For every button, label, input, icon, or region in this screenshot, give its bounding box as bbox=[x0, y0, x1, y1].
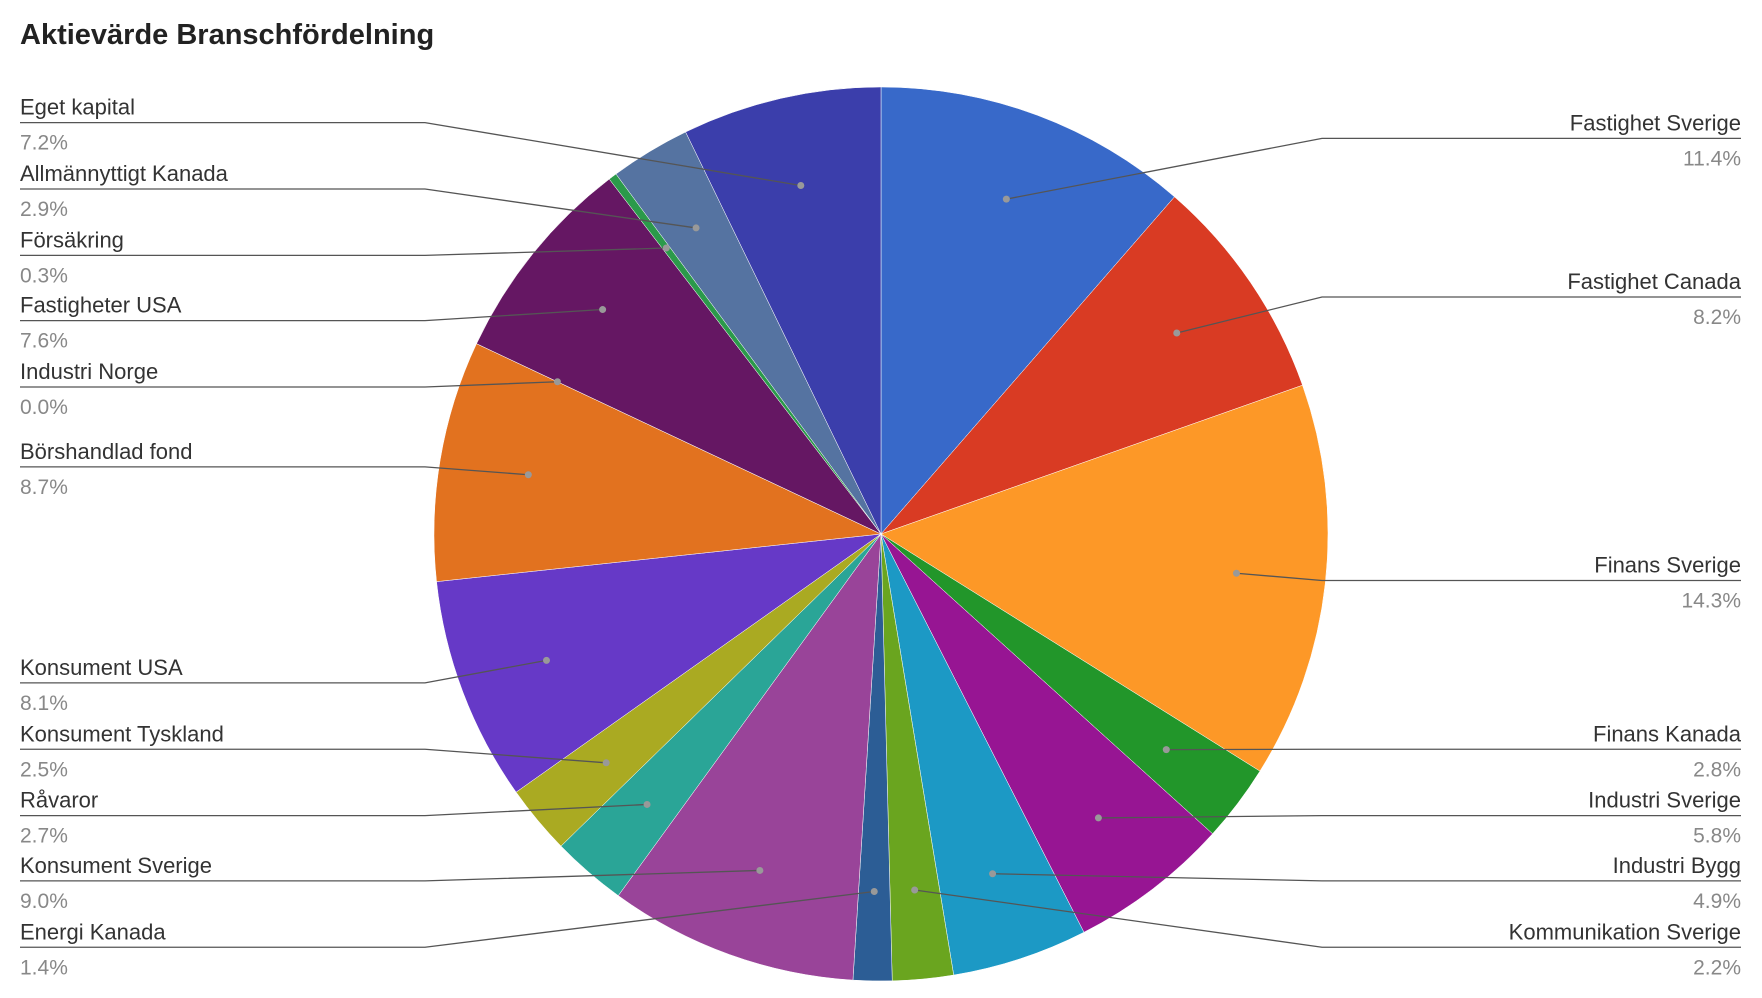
leader-dot bbox=[542, 656, 550, 664]
slice-value: 5.8% bbox=[1693, 825, 1741, 848]
slice-label: Fastighet Sverige bbox=[1570, 110, 1741, 135]
slice-label: Kommunikation Sverige bbox=[1509, 919, 1741, 944]
slice-value: 7.6% bbox=[20, 330, 68, 353]
pie-slice bbox=[436, 533, 882, 793]
slice-label: Eget kapital bbox=[20, 95, 135, 120]
slice-label: Konsument USA bbox=[20, 655, 183, 680]
slice-label: Allmännyttigt Kanada bbox=[20, 161, 229, 186]
leader-dot bbox=[797, 182, 805, 190]
leader-line bbox=[992, 873, 1741, 882]
slice-value: 7.2% bbox=[20, 132, 68, 155]
leader-dot bbox=[1094, 814, 1102, 822]
leader-line bbox=[20, 466, 529, 476]
pie-slice bbox=[476, 178, 882, 535]
leader-line bbox=[20, 748, 607, 764]
pie-slice bbox=[617, 533, 882, 981]
leader-line bbox=[20, 121, 801, 187]
chart-title: Aktievärde Branschfördelning bbox=[20, 19, 434, 51]
slice-label: Börshandlad fond bbox=[20, 439, 192, 464]
leader-line bbox=[1006, 137, 1741, 200]
slice-value: 0.3% bbox=[20, 264, 68, 287]
pie-slice bbox=[685, 86, 882, 535]
leader-dot bbox=[553, 378, 561, 386]
leader-dot bbox=[1232, 569, 1240, 577]
leader-dot bbox=[602, 759, 610, 767]
leader-dot bbox=[643, 800, 651, 808]
leader-line bbox=[20, 659, 547, 684]
slice-label: Industri Sverige bbox=[1588, 788, 1741, 813]
slice-label: Finans Sverige bbox=[1594, 553, 1741, 578]
leader-line bbox=[20, 188, 697, 229]
slice-value: 8.7% bbox=[20, 476, 68, 499]
slice-value: 14.3% bbox=[1681, 590, 1741, 613]
slice-value: 8.1% bbox=[20, 692, 68, 715]
leader-dot bbox=[1162, 746, 1170, 754]
leader-line bbox=[20, 381, 558, 388]
leader-dot bbox=[756, 866, 764, 874]
leader-line bbox=[914, 889, 1741, 948]
slice-value: 2.2% bbox=[1693, 956, 1741, 979]
leader-line bbox=[1176, 296, 1741, 334]
leader-dot bbox=[662, 244, 670, 252]
slice-value: 4.9% bbox=[1693, 890, 1741, 913]
slice-value: 11.4% bbox=[1683, 147, 1741, 170]
slice-label: Industri Norge bbox=[20, 359, 158, 384]
pie-slice bbox=[880, 86, 1175, 535]
slice-value: 2.9% bbox=[20, 198, 68, 221]
slice-value: 0.0% bbox=[20, 396, 68, 419]
leader-line bbox=[20, 890, 875, 948]
leader-dot bbox=[989, 870, 997, 878]
leader-dot bbox=[524, 471, 532, 479]
leader-dot bbox=[911, 886, 919, 894]
slice-value: 1.4% bbox=[20, 956, 68, 979]
pie-slice bbox=[880, 196, 1303, 535]
leader-dot bbox=[692, 224, 700, 232]
slice-label: Fastigheter USA bbox=[20, 293, 182, 318]
leader-line bbox=[20, 308, 603, 322]
leader-dot bbox=[599, 306, 607, 314]
leader-dot bbox=[870, 888, 878, 896]
slice-label: Råvaror bbox=[20, 788, 98, 813]
slice-label: Finans Kanada bbox=[1593, 721, 1742, 746]
slice-value: 2.5% bbox=[20, 758, 68, 781]
slice-label: Industri Bygg bbox=[1613, 853, 1741, 878]
slice-label: Energi Kanada bbox=[20, 919, 166, 944]
slice-value: 8.2% bbox=[1693, 306, 1741, 329]
leader-line bbox=[20, 869, 760, 882]
slice-label: Konsument Sverige bbox=[20, 853, 212, 878]
leader-dot bbox=[1173, 329, 1181, 337]
pie-slice bbox=[880, 384, 1329, 772]
leader-line bbox=[1098, 814, 1741, 819]
slice-label: Försäkring bbox=[20, 227, 124, 252]
leader-line bbox=[20, 803, 648, 817]
slice-label: Fastighet Canada bbox=[1567, 269, 1741, 294]
slice-label: Konsument Tyskland bbox=[20, 721, 224, 746]
leader-line bbox=[1236, 572, 1741, 582]
slice-value: 9.0% bbox=[20, 890, 68, 913]
slice-value: 2.7% bbox=[20, 825, 68, 848]
pie-slice bbox=[433, 343, 882, 582]
pie-slice bbox=[880, 533, 1213, 933]
leader-line bbox=[20, 247, 667, 257]
leader-dot bbox=[1002, 195, 1010, 203]
slice-value: 2.8% bbox=[1693, 758, 1741, 781]
